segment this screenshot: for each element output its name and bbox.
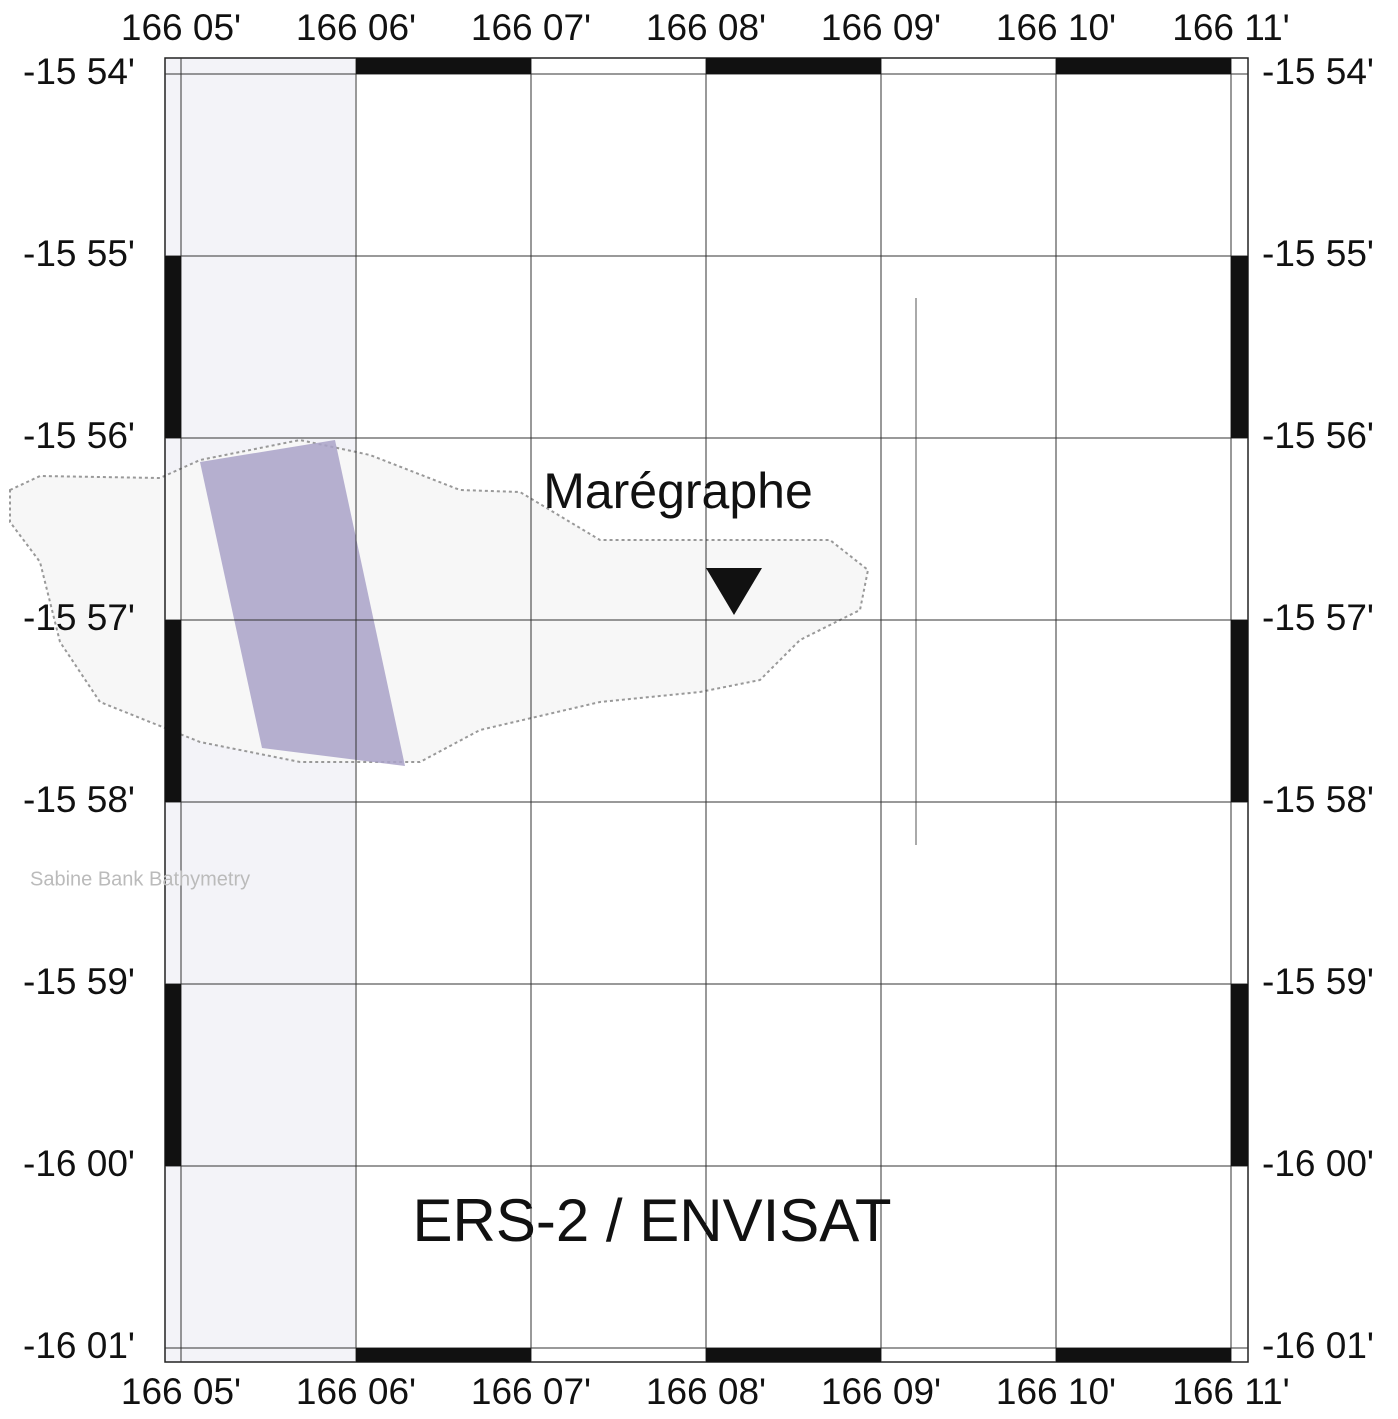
y-tick-label: -15 57' [23,597,135,638]
x-tick-label: 166 11' [1172,1371,1290,1412]
y-tick-label: -15 56' [1262,415,1374,456]
map: Marégraphe ERS-2 / ENVISAT Sabine Bank B… [0,0,1398,1419]
border-bar [1231,256,1248,438]
x-tick-label: 166 07' [471,1371,591,1412]
x-tick-label: 166 09' [821,1371,941,1412]
border-bar [706,1348,881,1362]
mission-label: ERS-2 / ENVISAT [412,1187,891,1254]
station-label: Marégraphe [543,463,813,519]
y-tick-label: -16 00' [23,1143,135,1184]
x-tick-label: 166 06' [296,7,416,48]
y-tick-label: -15 54' [1262,51,1374,92]
inset-title: Sabine Bank Bathymetry [30,868,250,890]
x-tick-label: 166 05' [121,7,241,48]
y-tick-label: -15 59' [23,961,135,1002]
border-bar [356,58,531,74]
y-tick-label: -16 01' [23,1325,135,1366]
y-tick-label: -15 55' [23,233,135,274]
x-tick-label: 166 11' [1172,7,1290,48]
y-tick-label: -15 55' [1262,233,1374,274]
y-tick-label: -15 59' [1262,961,1374,1002]
border-bar [1231,620,1248,802]
border-bar [1056,58,1231,74]
y-tick-label: -15 58' [23,779,135,820]
border-bar [706,58,881,74]
x-tick-label: 166 08' [646,7,766,48]
x-tick-label: 166 08' [646,1371,766,1412]
border-bar [165,620,181,802]
x-tick-label: 166 10' [996,1371,1116,1412]
x-tick-label: 166 05' [121,1371,241,1412]
border-bar [165,256,181,438]
y-tick-label: -15 57' [1262,597,1374,638]
border-bar [356,1348,531,1362]
x-tick-label: 166 06' [296,1371,416,1412]
border-bar [165,984,181,1166]
x-tick-label: 166 09' [821,7,941,48]
x-tick-label: 166 10' [996,7,1116,48]
y-tick-label: -15 56' [23,415,135,456]
x-tick-label: 166 07' [471,7,591,48]
y-tick-label: -16 00' [1262,1143,1374,1184]
border-bar [1056,1348,1231,1362]
y-tick-label: -15 58' [1262,779,1374,820]
border-bar [1231,984,1248,1166]
y-tick-label: -15 54' [23,51,135,92]
y-tick-label: -16 01' [1262,1325,1374,1366]
